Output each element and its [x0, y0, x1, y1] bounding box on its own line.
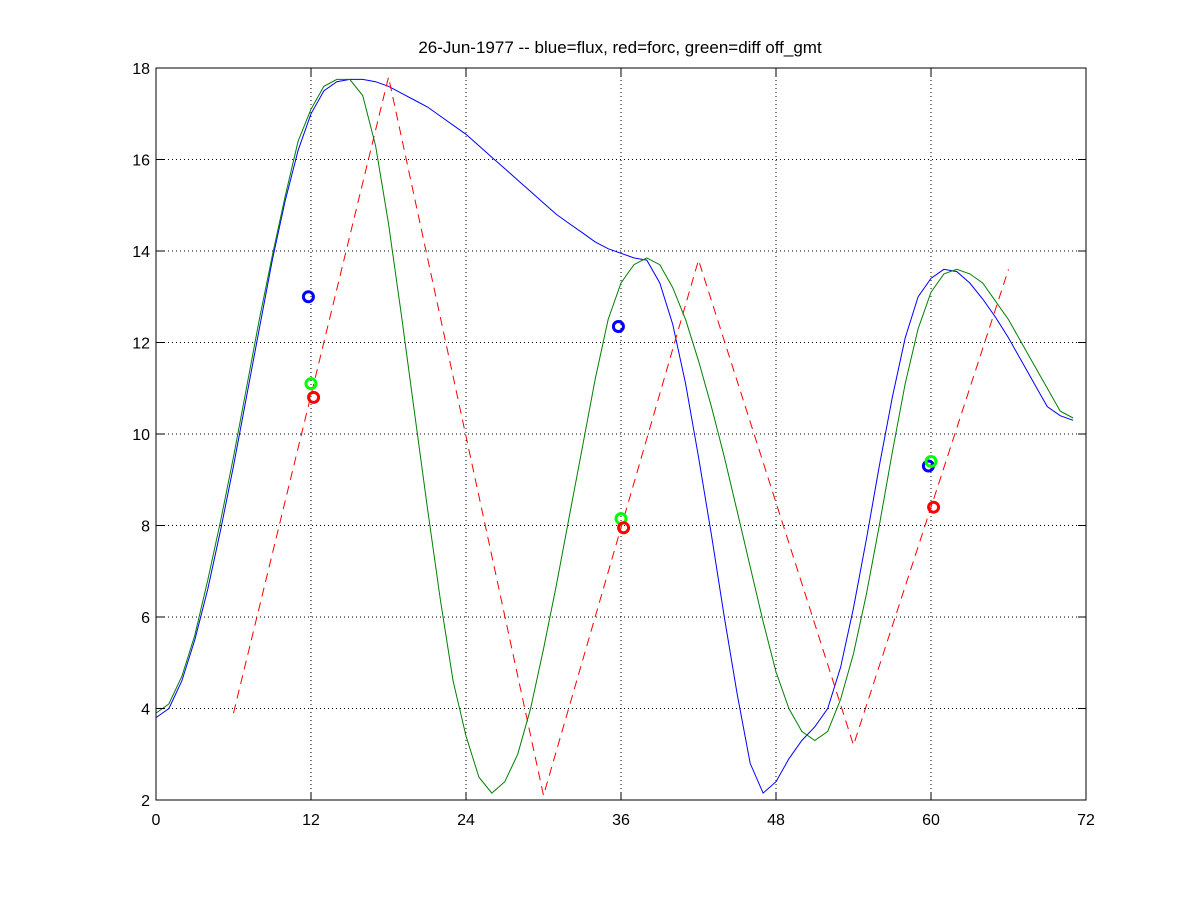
y-tick-label: 18 [132, 61, 150, 78]
diff-marker [924, 454, 938, 468]
forc-marker [617, 521, 631, 535]
chart-title: 26-Jun-1977 -- blue=flux, red=forc, gree… [418, 38, 822, 57]
x-tick-label: 72 [1077, 812, 1095, 829]
flux-marker [611, 319, 625, 333]
series-line-0 [155, 78, 1074, 794]
y-tick-label: 2 [141, 793, 150, 810]
series-line-2 [155, 78, 1074, 794]
y-tick-label: 8 [141, 519, 150, 536]
series-layer [155, 76, 1074, 796]
x-tick-label: 36 [612, 812, 630, 829]
y-tick-label: 12 [132, 336, 150, 353]
marker-layer [301, 290, 941, 535]
y-tick-label: 16 [132, 153, 150, 170]
x-tick-label: 0 [152, 812, 161, 829]
diff-marker [304, 377, 318, 391]
grid-lines [156, 68, 1086, 800]
y-tick-label: 4 [141, 702, 150, 719]
y-tick-label: 10 [132, 427, 150, 444]
x-tick-label: 12 [302, 812, 320, 829]
x-tick-label: 48 [767, 812, 785, 829]
series-line-1 [233, 76, 1009, 796]
forc-marker [307, 390, 321, 404]
x-tick-label: 60 [922, 812, 940, 829]
x-tick-label: 24 [457, 812, 475, 829]
flux-marker [301, 290, 315, 304]
forc-marker [927, 500, 941, 514]
y-tick-label: 14 [132, 244, 150, 261]
y-tick-label: 6 [141, 610, 150, 627]
